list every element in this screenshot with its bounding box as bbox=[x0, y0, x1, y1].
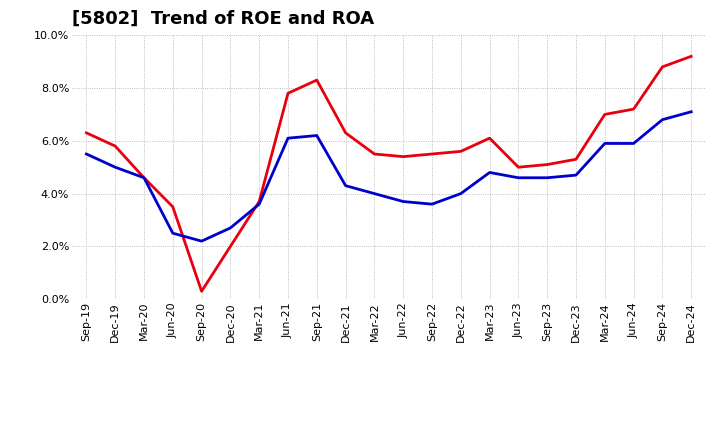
ROE bbox=[312, 77, 321, 83]
ROE bbox=[600, 112, 609, 117]
ROE bbox=[226, 244, 235, 249]
ROE bbox=[168, 204, 177, 209]
ROA bbox=[111, 165, 120, 170]
ROA bbox=[312, 133, 321, 138]
ROA bbox=[428, 202, 436, 207]
ROE bbox=[629, 106, 638, 112]
ROE bbox=[572, 157, 580, 162]
ROE bbox=[456, 149, 465, 154]
ROA bbox=[140, 175, 148, 180]
ROE bbox=[140, 175, 148, 180]
ROA bbox=[197, 238, 206, 244]
ROE bbox=[82, 130, 91, 136]
ROE bbox=[284, 91, 292, 96]
ROA bbox=[600, 141, 609, 146]
ROE bbox=[687, 54, 696, 59]
Line: ROA: ROA bbox=[86, 112, 691, 241]
ROA bbox=[284, 136, 292, 141]
ROA bbox=[572, 172, 580, 178]
ROA bbox=[514, 175, 523, 180]
Text: [5802]  Trend of ROE and ROA: [5802] Trend of ROE and ROA bbox=[72, 10, 374, 28]
ROA bbox=[543, 175, 552, 180]
ROA bbox=[82, 151, 91, 157]
ROA bbox=[341, 183, 350, 188]
ROE bbox=[111, 143, 120, 149]
ROA bbox=[226, 225, 235, 231]
ROA bbox=[399, 199, 408, 204]
ROA bbox=[255, 202, 264, 207]
ROE bbox=[514, 165, 523, 170]
ROE bbox=[370, 151, 379, 157]
ROE bbox=[485, 136, 494, 141]
ROA bbox=[456, 191, 465, 196]
ROA bbox=[485, 170, 494, 175]
ROA bbox=[370, 191, 379, 196]
ROE bbox=[543, 162, 552, 167]
ROA bbox=[168, 231, 177, 236]
ROA bbox=[658, 117, 667, 122]
ROA bbox=[629, 141, 638, 146]
ROE bbox=[197, 289, 206, 294]
ROE bbox=[658, 64, 667, 70]
ROA bbox=[687, 109, 696, 114]
ROE bbox=[255, 199, 264, 204]
ROE bbox=[428, 151, 436, 157]
Line: ROE: ROE bbox=[86, 56, 691, 291]
ROE bbox=[399, 154, 408, 159]
ROE bbox=[341, 130, 350, 136]
